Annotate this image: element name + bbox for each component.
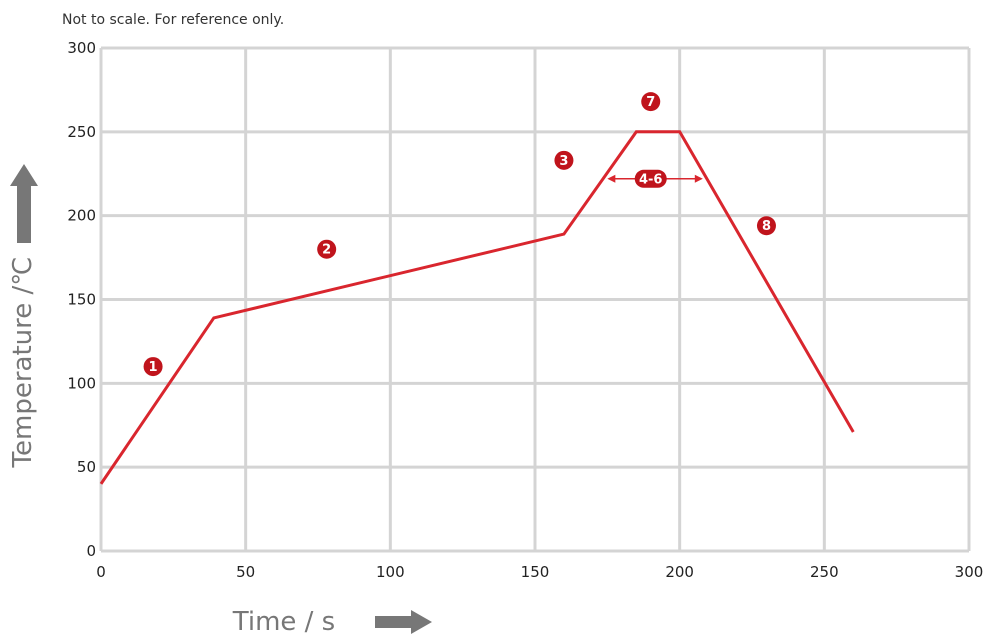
arrow-left-icon — [607, 174, 616, 183]
stage-marker-label: 3 — [559, 154, 568, 169]
y-axis-title-group: Temperature /℃ — [8, 164, 38, 468]
temperature-profile-line — [99, 130, 855, 485]
x-tick-label: 50 — [236, 563, 255, 581]
y-tick-label: 0 — [86, 542, 96, 560]
stage-marker-circle — [554, 150, 574, 170]
y-tick-label: 150 — [67, 291, 96, 309]
y-axis-title: Temperature /℃ — [8, 257, 38, 469]
y-tick-label: 50 — [77, 458, 96, 476]
x-tick-label: 0 — [96, 563, 106, 581]
stage-marker-label: 4-6 — [639, 172, 663, 187]
arrow-up-icon — [10, 164, 38, 243]
x-tick-label: 150 — [521, 563, 550, 581]
y-tick-label: 100 — [67, 374, 96, 392]
stage-marker-circle — [756, 216, 776, 236]
x-tick-labels: 0 50 100 150 200 250 300 — [96, 563, 983, 581]
y-tick-label: 200 — [67, 207, 96, 225]
stage-marker-pill — [634, 169, 667, 188]
x-axis-title-group: Time / s — [232, 607, 432, 637]
grid — [99, 46, 971, 553]
chart-note: Not to scale. For reference only. — [62, 12, 284, 28]
y-tick-label: 300 — [67, 39, 96, 57]
arrow-right-icon — [375, 610, 432, 634]
y-tick-labels: 0 50 100 150 200 250 300 — [67, 39, 96, 560]
x-tick-label: 300 — [955, 563, 984, 581]
x-tick-label: 200 — [665, 563, 694, 581]
stage-marker-label: 1 — [149, 360, 158, 375]
arrow-right-icon — [694, 174, 703, 183]
stage-marker-circle — [317, 239, 337, 259]
stage-marker-label: 7 — [646, 95, 655, 110]
x-tick-label: 250 — [810, 563, 839, 581]
annotations: 1 2 3 4-6 7 8 — [143, 92, 776, 377]
x-tick-label: 100 — [376, 563, 405, 581]
stage-marker-label: 2 — [322, 243, 331, 258]
series-layer — [99, 130, 855, 485]
x-axis-title: Time / s — [232, 607, 335, 637]
y-tick-label: 250 — [67, 123, 96, 141]
stage-marker-label: 8 — [762, 219, 771, 234]
stage-marker-circle — [143, 357, 163, 377]
stage-marker-circle — [641, 92, 661, 112]
